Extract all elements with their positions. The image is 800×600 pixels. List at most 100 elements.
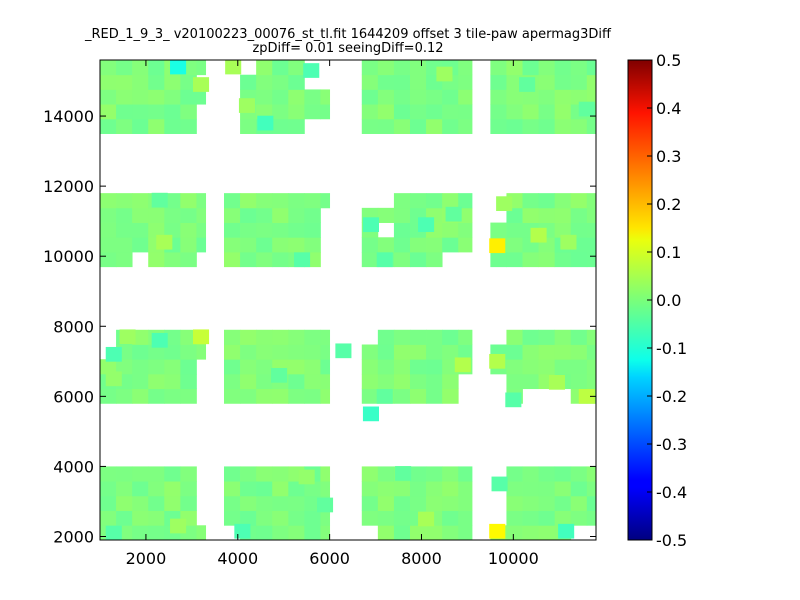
heatmap-cell — [132, 359, 149, 375]
heatmap-cell — [132, 60, 149, 76]
heatmap-cell — [393, 252, 411, 268]
heatmap-cell — [393, 89, 411, 105]
heatmap-cell — [132, 207, 149, 223]
heatmap-cell — [294, 252, 311, 268]
heatmap-cell — [538, 104, 556, 120]
heatmap-cell — [148, 373, 165, 390]
heatmap-cell — [116, 118, 133, 134]
heatmap-cell — [224, 193, 241, 209]
heatmap-cell — [148, 207, 165, 223]
heatmap-cell — [586, 344, 597, 360]
heatmap-cell — [100, 118, 117, 134]
heatmap-cell — [272, 510, 289, 526]
heatmap-cell — [361, 373, 379, 390]
heatmap-cell — [506, 329, 523, 345]
heatmap-cell — [272, 329, 289, 345]
heatmap-cell — [196, 193, 207, 209]
heatmap-cell — [164, 193, 181, 209]
heatmap-cell — [256, 222, 273, 238]
heatmap-cell — [272, 237, 289, 253]
heatmap-cell — [335, 343, 352, 359]
heatmap-cell — [148, 89, 165, 105]
colorbar-tick-label: 0.2 — [656, 195, 681, 214]
heatmap-cell — [240, 510, 257, 526]
heatmap-cell — [570, 89, 588, 105]
heatmap-cell — [506, 344, 523, 360]
heatmap-cell — [377, 74, 395, 90]
heatmap-cell — [376, 388, 393, 404]
heatmap-cell — [132, 466, 149, 482]
heatmap-cell — [288, 525, 305, 541]
heatmap-cell — [522, 118, 539, 134]
heatmap-cell — [393, 60, 411, 76]
heatmap-cell — [288, 344, 305, 360]
heatmap-cell — [506, 466, 523, 482]
heatmap-cell — [538, 344, 556, 360]
heatmap-cell — [522, 193, 539, 209]
heatmap-cell — [272, 495, 289, 511]
heatmap-cell — [361, 481, 379, 497]
heatmap-cell — [224, 466, 241, 482]
heatmap-cell — [180, 495, 197, 511]
heatmap-cell — [361, 74, 379, 90]
heatmap-cell — [554, 89, 572, 105]
heatmap-cell — [393, 104, 411, 120]
heatmap-cell — [240, 193, 257, 209]
heatmap-cell — [304, 388, 321, 404]
heatmap-cell — [442, 89, 459, 105]
heatmap-cell — [560, 234, 577, 250]
heatmap-cell — [554, 207, 572, 223]
heatmap-cell — [548, 374, 565, 390]
heatmap-cell — [393, 495, 411, 511]
colorbar-tick-label: -0.4 — [656, 483, 687, 502]
heatmap-cell — [180, 222, 197, 238]
heatmap-cell — [224, 329, 241, 345]
heatmap-cell — [570, 481, 588, 497]
y-tick-label: 2000 — [53, 527, 94, 546]
heatmap-cell — [100, 510, 117, 526]
heatmap-cell — [164, 207, 181, 223]
heatmap-cell — [180, 89, 197, 105]
heatmap-cell — [240, 118, 257, 134]
heatmap-cell — [151, 192, 168, 208]
heatmap-cell — [320, 481, 331, 497]
heatmap-cell — [426, 373, 443, 390]
heatmap-cell — [570, 193, 588, 209]
heatmap-cell — [506, 481, 523, 497]
heatmap-cell — [578, 101, 595, 117]
heatmap-cell — [570, 60, 588, 76]
heatmap-cell — [377, 481, 395, 497]
heatmap-cell — [377, 60, 395, 76]
heatmap-cell — [458, 525, 473, 541]
heatmap-cell — [426, 104, 443, 120]
heatmap-cell — [272, 388, 289, 404]
heatmap-cell — [361, 104, 379, 120]
heatmap-cell — [506, 252, 523, 268]
heatmap-cell — [458, 193, 473, 209]
heatmap-cell — [272, 207, 289, 223]
heatmap-cell — [196, 344, 207, 360]
x-tick-label: 8000 — [401, 549, 442, 568]
heatmap-cell — [272, 525, 289, 541]
heatmap-cell — [288, 359, 305, 375]
heatmap-cell — [522, 207, 539, 223]
heatmap-cell — [362, 217, 379, 233]
heatmap-cell — [442, 466, 459, 482]
heatmap-cell — [224, 495, 241, 511]
heatmap-cell — [105, 525, 122, 541]
heatmap-cell — [522, 104, 539, 120]
heatmap-cell — [458, 466, 473, 482]
heatmap-cell — [116, 252, 133, 268]
heatmap-cell — [272, 222, 289, 238]
heatmap-cell — [116, 359, 133, 375]
heatmap-cell — [586, 89, 597, 105]
y-tick-label: 8000 — [53, 317, 94, 336]
heatmap-cell — [180, 252, 197, 268]
heatmap-cell — [100, 74, 117, 90]
heatmap-cell — [586, 466, 597, 482]
heatmap-cell — [256, 344, 273, 360]
y-tick-label: 14000 — [43, 107, 94, 126]
heatmap-cell — [426, 495, 443, 511]
heatmap-cell — [506, 237, 523, 253]
